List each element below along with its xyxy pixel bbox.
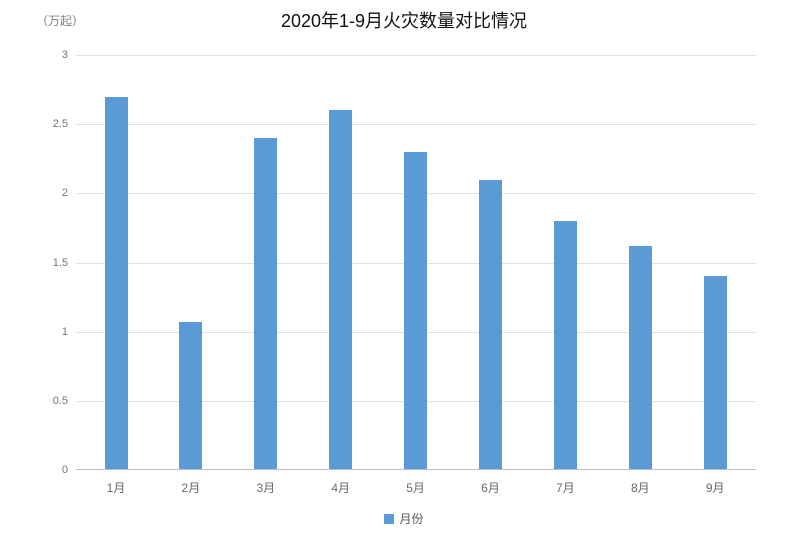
bar-1月 xyxy=(104,96,128,470)
y-gridline xyxy=(76,124,756,126)
legend-swatch-icon xyxy=(384,513,395,524)
x-tick-label: 3月 xyxy=(256,481,276,495)
y-tick-label: 1 xyxy=(61,325,68,338)
x-tick-label: 2月 xyxy=(181,481,201,495)
bar-2月 xyxy=(179,321,203,470)
legend: 月份 xyxy=(0,510,808,527)
x-axis-line xyxy=(76,469,756,470)
bar-7月 xyxy=(553,221,577,470)
x-tick-label: 9月 xyxy=(705,481,725,495)
bar-4月 xyxy=(329,110,353,470)
y-tick-label: 1.5 xyxy=(52,256,68,269)
y-gridline xyxy=(76,55,756,56)
x-tick-label: 7月 xyxy=(556,481,575,495)
bar-8月 xyxy=(628,245,652,470)
x-tick-label: 5月 xyxy=(406,481,425,495)
plot-area xyxy=(76,55,756,470)
y-axis-unit-label: （万起） xyxy=(36,14,85,28)
bar-9月 xyxy=(703,276,727,470)
x-tick-label: 4月 xyxy=(331,481,351,495)
y-tick-label: 2.5 xyxy=(52,118,68,131)
y-tick-label: 0.5 xyxy=(52,394,68,407)
x-tick-label: 1月 xyxy=(106,481,126,495)
y-tick-label: 2 xyxy=(61,187,68,200)
bar-6月 xyxy=(479,179,502,470)
legend-label: 月份 xyxy=(399,512,424,526)
x-tick-label: 8月 xyxy=(630,481,650,495)
y-tick-label: 3 xyxy=(61,49,68,61)
bar-3月 xyxy=(254,138,278,470)
chart-title: 2020年1-9月火灾数量对比情况 xyxy=(280,11,528,31)
bar-5月 xyxy=(404,151,428,470)
x-tick-label: 6月 xyxy=(481,481,500,495)
y-tick-label: 0 xyxy=(61,464,68,476)
